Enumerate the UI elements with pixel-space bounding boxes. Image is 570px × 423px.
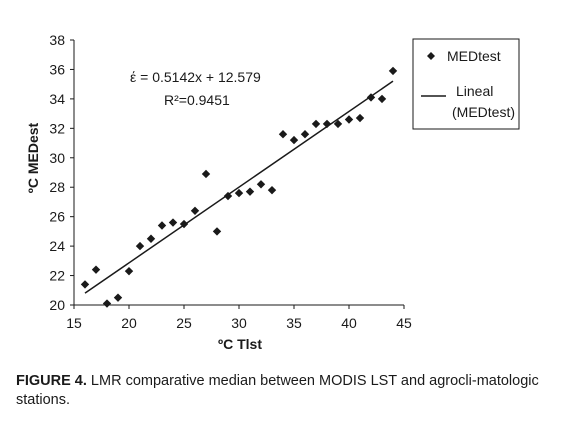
figure-label: FIGURE 4.: [16, 373, 87, 389]
data-point: [234, 188, 244, 198]
figure-caption: FIGURE 4. LMR comparative median between…: [16, 372, 546, 410]
chart-marks: [80, 66, 398, 308]
r-squared-label: R²=0.9451: [164, 92, 230, 108]
y-tick-label: 26: [49, 209, 65, 225]
data-point: [267, 185, 277, 195]
y-tick-label: 38: [49, 32, 65, 48]
x-tick-label: 30: [231, 315, 247, 331]
y-tick-label: 28: [49, 179, 65, 195]
y-tick-label: 34: [49, 91, 65, 107]
data-point: [344, 115, 354, 124]
data-point: [168, 218, 178, 227]
legend: MEDtest Lineal (MEDtest): [412, 38, 520, 130]
data-point: [135, 241, 145, 251]
data-point: [245, 187, 255, 196]
data-point: [289, 135, 299, 145]
data-point: [124, 266, 134, 276]
data-point: [256, 180, 266, 189]
data-point: [311, 119, 321, 129]
data-point: [102, 299, 112, 308]
data-point: [157, 221, 167, 230]
data-point: [190, 206, 200, 215]
data-point: [322, 119, 332, 129]
x-tick-label: 40: [341, 315, 357, 331]
data-point: [355, 113, 365, 123]
x-axis-title: ºC Tlst: [218, 336, 262, 352]
legend-label-medtest: MEDtest: [447, 48, 501, 64]
data-point: [91, 265, 101, 274]
trend-equation: έ = 0.5142x + 12.579: [130, 69, 261, 85]
y-tick-label: 30: [49, 150, 65, 166]
data-point: [300, 130, 310, 139]
legend-label-lineal: Lineal: [456, 83, 493, 99]
trendline: [84, 80, 394, 294]
data-point: [377, 94, 387, 104]
legend-diamond-icon: [427, 52, 435, 60]
x-tick-label: 15: [66, 315, 82, 331]
y-tick-label: 32: [49, 120, 65, 136]
legend-label-lineal-sub: (MEDtest): [452, 104, 515, 120]
x-tick-label: 35: [286, 315, 302, 331]
y-axis-title: ºC MEDest: [25, 122, 41, 193]
x-tick-label: 25: [176, 315, 192, 331]
data-point: [278, 130, 288, 139]
data-point: [113, 293, 123, 302]
y-tick-label: 36: [49, 61, 65, 77]
x-tick-label: 45: [396, 315, 412, 331]
y-tick-label: 20: [49, 297, 65, 313]
data-point: [146, 234, 156, 243]
trendline-group: [84, 80, 394, 294]
y-tick-label: 24: [49, 238, 65, 254]
x-tick-label: 20: [121, 315, 137, 331]
data-point: [80, 280, 90, 289]
figure-caption-text: LMR comparative median between MODIS LST…: [16, 373, 539, 408]
y-tick-label: 22: [49, 268, 65, 284]
data-point: [179, 219, 189, 229]
data-point: [333, 119, 343, 129]
data-point: [388, 66, 398, 76]
data-point: [201, 169, 211, 179]
data-point: [212, 227, 222, 236]
